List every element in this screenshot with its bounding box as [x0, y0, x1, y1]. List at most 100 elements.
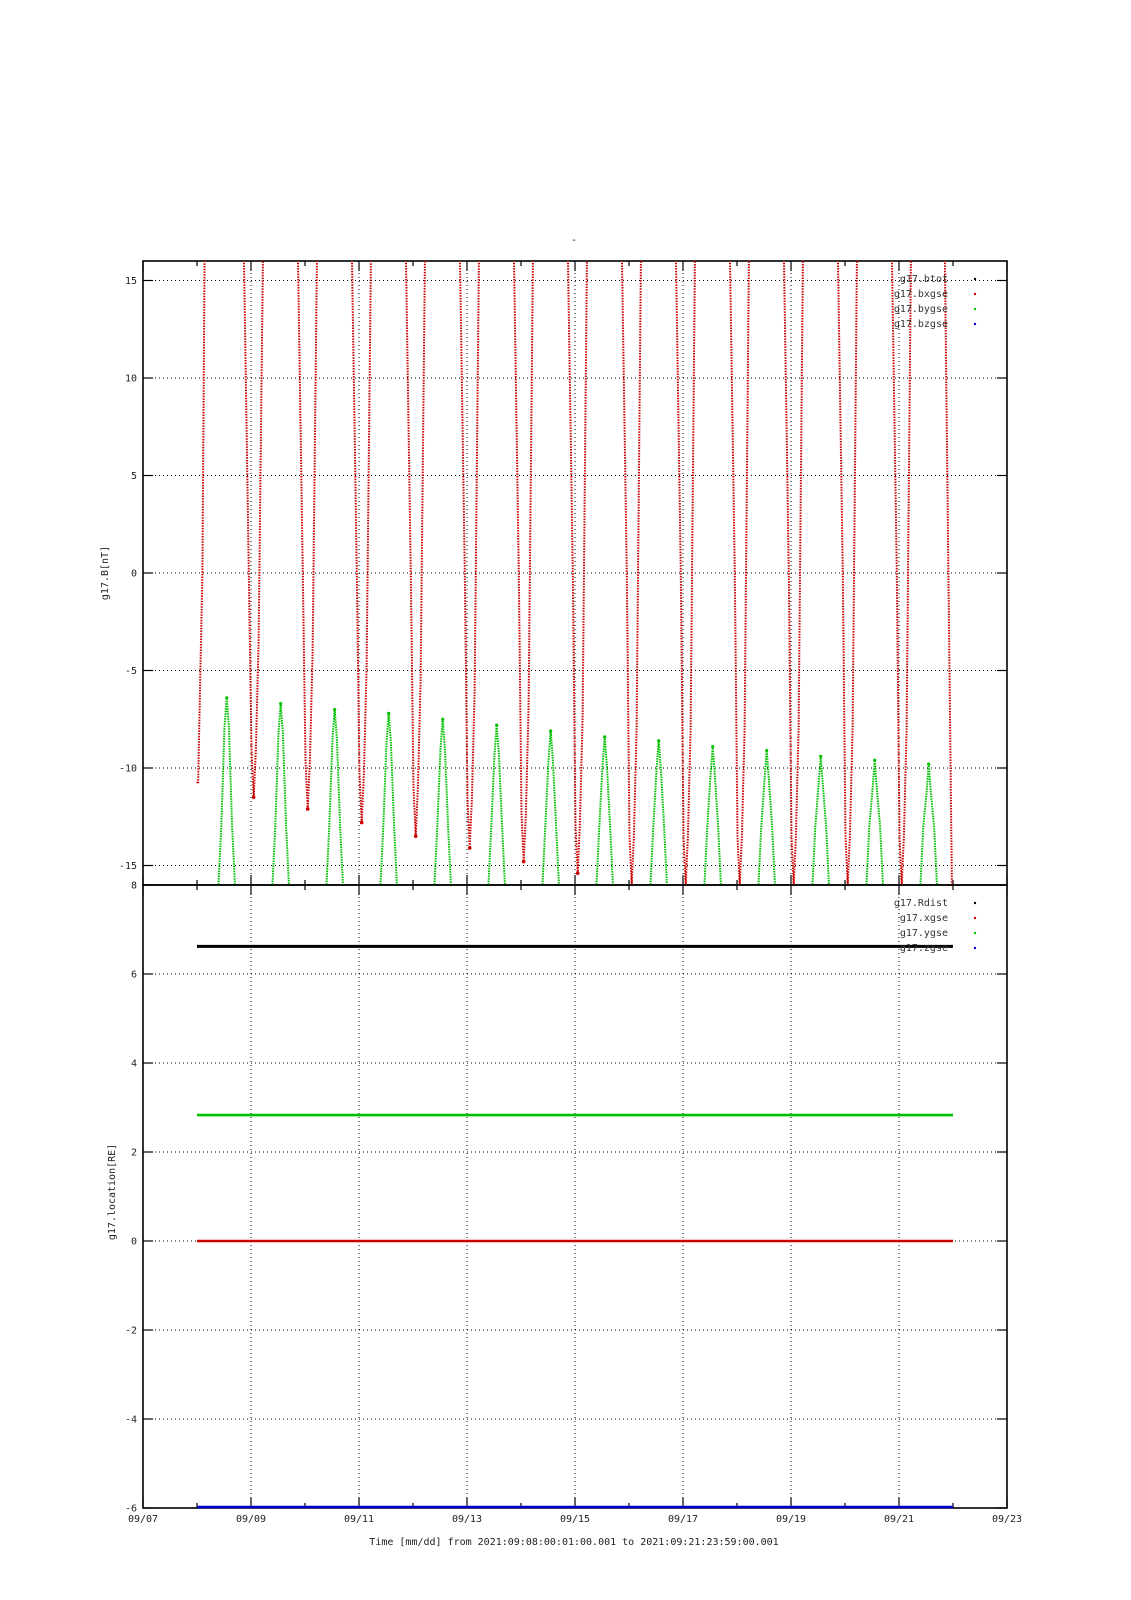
bygse-series-segment	[649, 740, 668, 885]
bygse-peak-point	[765, 748, 769, 753]
bygse-peak-point	[441, 717, 445, 721]
bfield-legend-swatch	[973, 322, 977, 326]
location-legend-label: g17.Rdist	[894, 898, 948, 909]
bxgse-series-segment	[782, 261, 804, 885]
bxgse-series-segment	[404, 261, 426, 837]
bygse-peak-point	[873, 758, 877, 762]
bygse-series-segment	[703, 746, 722, 885]
location-ytick-label: -2	[125, 1326, 137, 1337]
bygse-series-segment	[757, 750, 776, 885]
x-tick-label: 09/13	[452, 1514, 482, 1525]
bxgse-series-segment	[350, 261, 372, 823]
location-y-ticks: 8 6 4 2 0 -2 -4 -6	[125, 881, 1007, 1515]
location-legend-label: g17.xgse	[900, 913, 948, 924]
bygse-peak-point	[927, 762, 931, 766]
location-legend: g17.Rdist g17.xgse g17.ygse g17.zgse	[894, 898, 977, 954]
location-y-axis-label: g17.location[RE]	[107, 1144, 118, 1240]
bfield-ytick-label: 15	[125, 276, 137, 287]
bxgse-series-segment	[943, 261, 953, 885]
location-legend-label: g17.ygse	[900, 928, 948, 939]
bxgse-minimum-point	[413, 834, 418, 839]
bfield-panel: 15 10 5 0 -5 -10 -15 g17.btot g17.bxgse g17.bygs…	[100, 260, 1008, 886]
bfield-ytick-label: -15	[119, 861, 137, 872]
bygse-series-segment	[217, 697, 236, 885]
bygse-series-segment	[865, 760, 884, 885]
bxgse-series-segment	[674, 261, 696, 885]
bxgse-minimum-point	[305, 807, 310, 811]
x-tick-label: 09/09	[236, 1514, 266, 1525]
x-axis-ticks: 09/07 09/09 09/11 09/13 09/15 09/17 09/19 09/21…	[128, 1514, 1022, 1525]
location-ytick-label: 4	[131, 1059, 137, 1070]
location-ytick-label: -4	[125, 1415, 137, 1426]
bfield-legend: g17.btot g17.bxgse g17.bygse g17.bzgse	[894, 274, 977, 330]
bfield-series	[196, 261, 953, 885]
location-plot-frame	[142, 884, 1008, 1509]
x-axis-caption: Time [mm/dd] from 2021:09:08:00:01:00.00…	[369, 1537, 778, 1548]
bxgse-series-segment	[512, 261, 534, 862]
chart-title: -	[571, 235, 577, 246]
bygse-peak-point	[495, 723, 499, 727]
bfield-ytick-label: 0	[131, 569, 137, 580]
bygse-series-segment	[433, 719, 452, 885]
bygse-peak-point	[711, 744, 715, 749]
bxgse-series-segment	[296, 261, 318, 810]
x-tick-label: 09/07	[128, 1514, 158, 1525]
bygse-series-segment	[325, 709, 344, 885]
x-tick-label: 09/19	[776, 1514, 806, 1525]
bygse-peak-point	[279, 702, 283, 706]
bygse-peak-point	[819, 754, 823, 758]
x-tick-label: 09/23	[992, 1514, 1022, 1525]
location-grid	[142, 884, 1008, 1509]
location-legend-swatch	[973, 946, 977, 950]
location-legend-swatch	[973, 931, 977, 935]
bxgse-series-segment	[836, 261, 858, 885]
bxgse-minimum-point	[521, 859, 526, 864]
bfield-ytick-label: -5	[125, 666, 137, 677]
bygse-peak-point	[657, 739, 661, 743]
location-series	[197, 944, 953, 1509]
location-ytick-label: 0	[131, 1237, 137, 1248]
bxgse-minimum-point	[251, 795, 256, 800]
location-ytick-label: 2	[131, 1148, 137, 1159]
location-legend-swatch	[973, 901, 977, 905]
bfield-ytick-label: 5	[131, 471, 137, 482]
bygse-peak-point	[603, 735, 607, 739]
bfield-y-ticks: 15 10 5 0 -5 -10 -15	[119, 276, 1007, 872]
bygse-peak-point	[225, 696, 229, 700]
bygse-series-segment	[811, 756, 830, 885]
bygse-series-segment	[271, 703, 290, 885]
bfield-y-axis-label: g17.B[nT]	[100, 546, 111, 600]
location-ytick-label: 8	[131, 881, 137, 892]
bxgse-series-segment	[890, 261, 912, 885]
bygse-series-segment	[379, 713, 398, 885]
bygse-peak-point	[333, 707, 337, 712]
location-legend-swatch	[973, 916, 977, 920]
bygse-peak-point	[387, 711, 391, 716]
location-legend-label: g17.zgse	[900, 943, 948, 954]
bfield-ytick-label: -10	[119, 764, 137, 775]
bygse-series-segment	[487, 725, 506, 885]
bfield-ytick-label: 10	[125, 374, 137, 385]
bygse-series-segment	[541, 730, 560, 885]
bxgse-minimum-point	[467, 846, 472, 850]
bfield-legend-swatch	[973, 292, 977, 296]
bfield-legend-swatch	[973, 307, 977, 311]
bfield-legend-label: g17.btot	[900, 274, 948, 285]
location-ytick-label: 6	[131, 970, 137, 981]
bxgse-series-segment	[728, 261, 750, 885]
bfield-legend-swatch	[973, 277, 977, 281]
bfield-legend-label: g17.bzgse	[894, 319, 948, 330]
bxgse-series-segment	[242, 261, 264, 798]
bxgse-series-segment	[566, 261, 588, 874]
bxgse-series-segment	[620, 261, 642, 885]
x-tick-label: 09/11	[344, 1514, 374, 1525]
bfield-legend-label: g17.bygse	[894, 304, 948, 315]
bygse-series-segment	[919, 764, 938, 885]
x-tick-label: 09/21	[884, 1514, 914, 1525]
bxgse-series-segment	[196, 261, 206, 788]
bygse-series-segment	[595, 736, 614, 885]
bxgse-minimum-point	[575, 871, 580, 876]
x-tick-label: 09/15	[560, 1514, 590, 1525]
bfield-legend-label: g17.bxgse	[894, 289, 948, 300]
